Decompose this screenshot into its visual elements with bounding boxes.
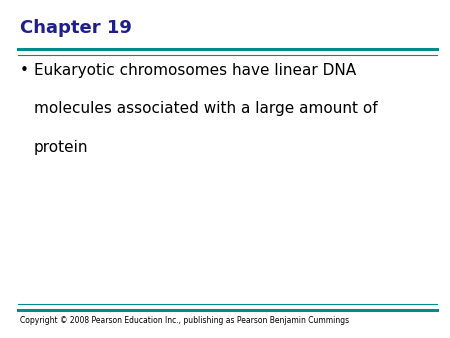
Text: Copyright © 2008 Pearson Education Inc., publishing as Pearson Benjamin Cummings: Copyright © 2008 Pearson Education Inc.,…	[20, 316, 349, 325]
Text: molecules associated with a large amount of: molecules associated with a large amount…	[34, 101, 378, 116]
Text: Eukaryotic chromosomes have linear DNA: Eukaryotic chromosomes have linear DNA	[34, 63, 356, 77]
Text: •: •	[20, 63, 29, 77]
Text: protein: protein	[34, 140, 88, 155]
Text: Chapter 19: Chapter 19	[20, 19, 132, 37]
